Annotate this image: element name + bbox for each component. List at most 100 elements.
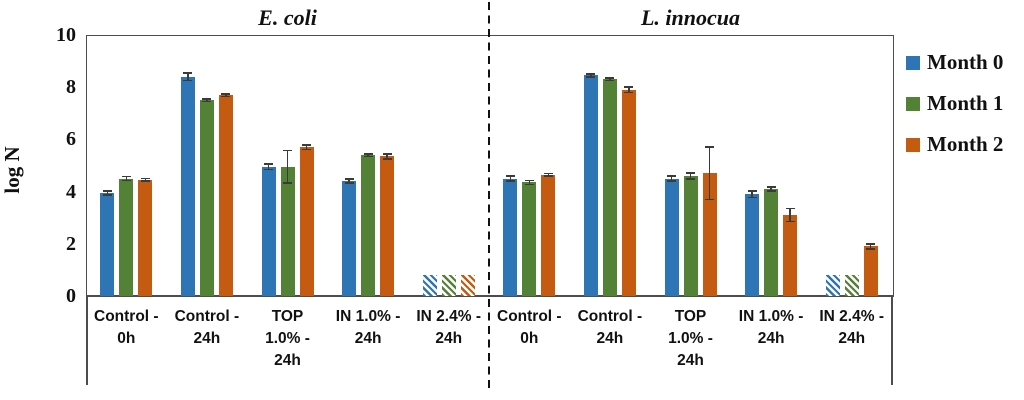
error-bar-cap: [102, 194, 112, 196]
error-bar-cap: [543, 175, 553, 177]
error-bar-cap: [221, 95, 231, 98]
error-bar-cap: [363, 155, 373, 158]
error-bar-cap: [524, 179, 534, 182]
error-bar-cap: [624, 91, 634, 94]
x-category-label: Control - 0h: [86, 306, 167, 350]
bar-hatched: [441, 275, 456, 296]
x-category-label-line: 1.0% -: [265, 330, 310, 347]
panel-title-linnocua: L. innocua: [640, 5, 741, 30]
bar: [764, 188, 779, 296]
error-bar-cap: [102, 190, 112, 192]
y-tick-label: 0: [66, 285, 76, 307]
error-bar-cap: [344, 182, 354, 185]
x-category-label-line: 0h: [117, 330, 136, 347]
error-bar: [348, 179, 350, 184]
x-category-label-line: 24h: [677, 352, 704, 369]
x-category-label-line: IN 2.4% -: [819, 308, 884, 325]
bar: [522, 182, 537, 296]
error-bar-cap: [866, 243, 876, 245]
x-category-label-line: Control -: [577, 308, 643, 325]
error-bar-cap: [363, 152, 373, 155]
bar: [299, 147, 314, 296]
bar: [199, 100, 214, 296]
error-bar-cap: [605, 77, 615, 79]
bar-hatched: [422, 275, 437, 296]
x-category-label-line: 24h: [596, 330, 624, 347]
error-bar: [869, 243, 872, 250]
bar: [683, 175, 698, 296]
bar-hatched: [825, 275, 840, 296]
bar: [621, 89, 636, 296]
error-bar-cap: [705, 198, 714, 201]
error-bar-cap: [766, 190, 776, 192]
error-bar-cap: [140, 177, 150, 180]
bar: [583, 75, 598, 296]
month2-swatch-icon: [906, 138, 920, 152]
x-category-label-line: Control -: [94, 308, 159, 325]
x-category-label-line: IN 1.0% -: [335, 308, 401, 325]
bar: [541, 174, 556, 296]
error-bar-cap: [624, 86, 634, 88]
error-bar: [106, 190, 109, 195]
error-bar: [144, 178, 147, 182]
error-bar: [305, 145, 308, 150]
error-bar-cap: [586, 73, 596, 75]
bar: [342, 181, 357, 296]
error-bar-cap: [183, 72, 193, 74]
bar: [361, 155, 376, 296]
error-bar: [628, 87, 630, 93]
bar-hatched: [460, 275, 475, 296]
error-bar-cap: [667, 180, 676, 182]
error-bar-cap: [221, 92, 231, 95]
x-category-label-line: 24h: [435, 330, 463, 347]
y-tick-label: 2: [66, 232, 76, 255]
error-bar: [609, 78, 611, 81]
right-axis-stub: [891, 296, 893, 385]
x-category-label-line: TOP: [271, 308, 304, 325]
bar: [280, 166, 295, 296]
error-bar: [770, 186, 772, 192]
error-bar-cap: [382, 152, 392, 155]
y-tick-label: 8: [66, 76, 76, 99]
bar: [664, 178, 679, 296]
error-bar-cap: [283, 149, 292, 152]
y-tick-label: 10: [56, 24, 76, 46]
error-bar-cap: [543, 172, 553, 175]
error-bar-cap: [283, 182, 292, 185]
error-bar: [267, 164, 270, 170]
x-category-label-line: 24h: [757, 330, 785, 347]
error-bar-cap: [121, 175, 131, 178]
error-bar-cap: [382, 158, 392, 160]
x-category-label-line: Control -: [174, 308, 240, 325]
error-bar-cap: [344, 178, 354, 180]
error-bar: [751, 191, 753, 198]
bar: [100, 192, 115, 296]
error-bar: [590, 74, 592, 77]
x-category-label-line: 0h: [520, 330, 539, 347]
error-bar: [386, 153, 388, 159]
x-category-label-line: 24h: [838, 330, 866, 347]
x-category-label: IN 2.4% - 24h: [811, 306, 892, 350]
bar: [180, 76, 195, 296]
x-category-label: TOP 1.0% - 24h: [247, 306, 328, 372]
error-bar: [689, 172, 692, 180]
x-category-label-line: 1.0% -: [668, 330, 713, 347]
error-bar: [789, 208, 791, 222]
bar: [218, 95, 233, 296]
x-category-label: Control - 24h: [570, 306, 651, 350]
bar: [138, 179, 153, 296]
x-category-label-line: IN 1.0% -: [738, 308, 804, 325]
error-bar: [225, 93, 227, 97]
bar: [503, 178, 518, 296]
error-bar: [286, 150, 289, 184]
error-bar-cap: [705, 146, 714, 149]
x-category-label: IN 2.4% - 24h: [408, 306, 489, 350]
x-category-label: TOP 1.0% - 24h: [650, 306, 731, 372]
bar: [702, 173, 717, 296]
bar: [602, 79, 617, 296]
error-bar-cap: [785, 220, 795, 223]
error-bar-cap: [747, 190, 757, 192]
error-bar-cap: [505, 180, 515, 182]
x-category-label-line: 24h: [193, 330, 221, 347]
